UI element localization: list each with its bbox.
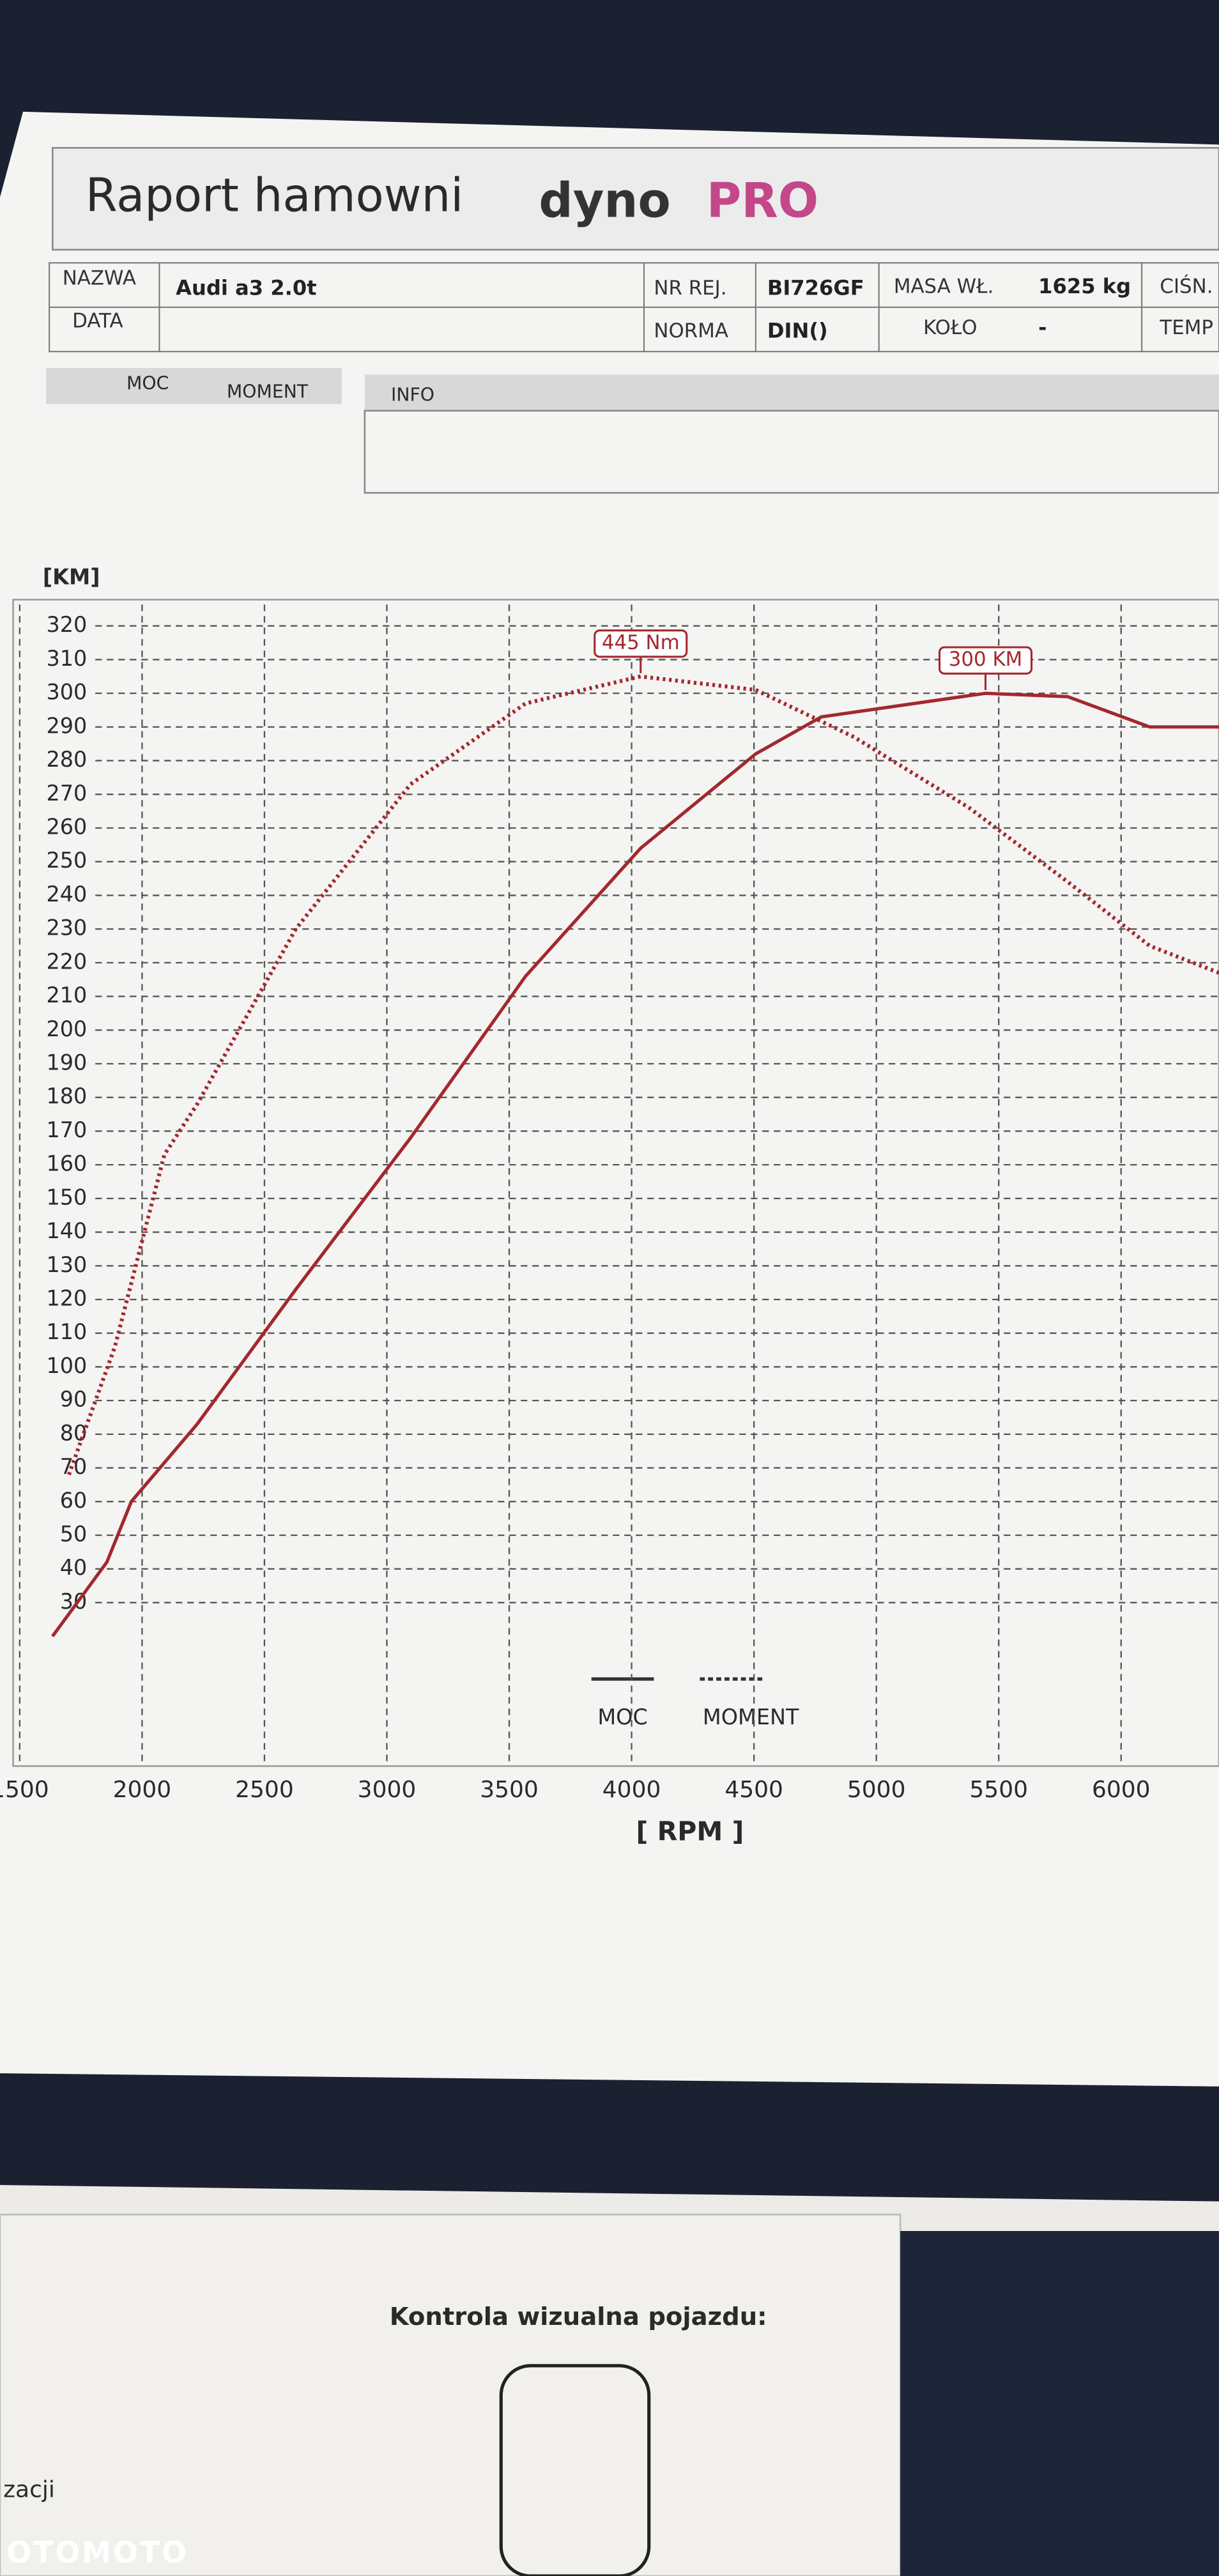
y-tick-label: 50	[60, 1522, 88, 1547]
cell-value: DIN()	[767, 318, 828, 342]
y-tick-label: 150	[47, 1184, 88, 1209]
background	[900, 2231, 1219, 2576]
checklist-sheet	[0, 2214, 901, 2576]
legend: MOC MOMENT	[591, 1677, 799, 1729]
y-tick-label: 180	[47, 1084, 88, 1108]
annotation: 445 Nm	[602, 631, 680, 654]
y-tick-label: 130	[47, 1252, 88, 1277]
y-tick-label: 110	[47, 1319, 88, 1344]
y-tick-label: 70	[60, 1454, 88, 1479]
x-tick-label: 5000	[847, 1777, 906, 1803]
y-tick-label: 200	[47, 1016, 88, 1041]
series-line	[66, 674, 1219, 1476]
y-tick-label: 100	[47, 1353, 88, 1378]
paper	[0, 111, 1219, 2087]
side-text: zacji	[3, 2476, 55, 2503]
x-tick-label: 4000	[602, 1777, 661, 1803]
y-tick-label: 310	[47, 646, 88, 671]
y-tick-label: 120	[47, 1286, 88, 1311]
y-tick-label: 190	[47, 1050, 88, 1075]
tab-bar	[46, 368, 342, 404]
y-tick-label: 170	[47, 1117, 88, 1142]
annotation-box	[594, 629, 688, 658]
x-tick-label: 3000	[358, 1777, 417, 1803]
cell-value: 1625 kg	[1038, 274, 1131, 298]
cell-label: DATA	[72, 310, 123, 333]
y-tick-label: 160	[47, 1151, 88, 1176]
title: Raport hamowni	[86, 169, 464, 222]
cell-value: -	[1038, 315, 1046, 339]
annotation: 300 KM	[949, 648, 1023, 671]
x-tick-label: 4500	[724, 1777, 783, 1803]
x-tick-label: 3500	[480, 1777, 539, 1803]
brand-accent: PRO	[707, 172, 818, 228]
cell-label: NAZWA	[63, 267, 136, 290]
y-axis-label: [KM]	[43, 565, 100, 590]
brand: dyno	[539, 172, 670, 228]
plot-frame	[12, 599, 1219, 1767]
legend-label: MOMENT	[703, 1705, 799, 1729]
cell-label: NORMA	[654, 319, 728, 342]
car-icon	[499, 2364, 651, 2576]
legend-label: MOC	[597, 1705, 647, 1729]
y-tick-label: 290	[47, 713, 88, 738]
tab: MOMENT	[227, 381, 309, 402]
y-tick-label: 60	[60, 1488, 88, 1513]
y-tick-label: 240	[47, 882, 88, 907]
y-tick-label: 320	[47, 612, 88, 637]
y-tick-label: 210	[47, 983, 88, 1008]
y-tick-label: 270	[47, 781, 88, 806]
series-line	[51, 691, 1219, 1637]
x-tick-label: 2000	[113, 1777, 172, 1803]
cell-label: MASA WŁ.	[894, 275, 993, 298]
cell-value: BI726GF	[767, 276, 864, 300]
y-tick-label: 90	[60, 1387, 88, 1412]
annotation-box	[938, 646, 1033, 675]
cell-label: NR REJ.	[654, 277, 726, 300]
y-tick-label: 260	[47, 815, 88, 839]
cell-label: TEMP	[1159, 316, 1213, 339]
header-box	[52, 147, 1219, 251]
cell-label: KOŁO	[923, 316, 977, 339]
watermark: OTOMOTO	[6, 2535, 188, 2570]
y-tick-label: 220	[47, 949, 88, 974]
x-tick-label: 1500	[0, 1777, 49, 1803]
cell-label: CIŚN.	[1160, 275, 1213, 298]
y-tick-label: 300	[47, 680, 88, 705]
x-axis-label: [ RPM ]	[636, 1816, 744, 1847]
y-tick-label: 40	[60, 1555, 88, 1580]
info-box	[364, 410, 1219, 494]
cell-value: Audi a3 2.0t	[176, 276, 316, 300]
tab-bar	[364, 374, 1219, 411]
x-tick-label: 5500	[969, 1777, 1028, 1803]
y-tick-label: 280	[47, 747, 88, 772]
x-tick-label: 2500	[235, 1777, 294, 1803]
y-tick-label: 250	[47, 848, 88, 873]
y-tick-label: 140	[47, 1218, 88, 1243]
tab: INFO	[391, 385, 434, 406]
x-tick-label: 6000	[1092, 1777, 1151, 1803]
tab: MOC	[126, 373, 169, 394]
checklist-heading: Kontrola wizualna pojazdu:	[390, 2303, 767, 2331]
info-table: NAZWA Audi a3 2.0t DATA NR REJ. BI726GF …	[49, 262, 1219, 353]
y-tick-label: 230	[47, 916, 88, 940]
